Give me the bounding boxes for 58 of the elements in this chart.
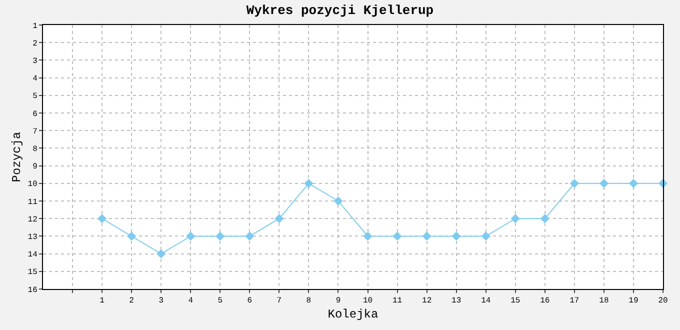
y-tick-label: 1 bbox=[32, 22, 38, 31]
y-tick-label: 11 bbox=[28, 198, 38, 207]
point bbox=[186, 232, 196, 241]
y-tick-label: 9 bbox=[32, 162, 38, 172]
point bbox=[274, 214, 284, 224]
point bbox=[156, 249, 166, 258]
x-tick-label: 7 bbox=[276, 296, 282, 306]
y-tick-label: 2 bbox=[32, 39, 38, 48]
x-tick-label: 13 bbox=[452, 296, 462, 306]
point bbox=[599, 178, 608, 188]
x-tick-label: 3 bbox=[158, 296, 164, 306]
y-axis-title: Pozycja bbox=[10, 132, 24, 182]
x-tick-label: 14 bbox=[481, 296, 491, 306]
point bbox=[570, 178, 579, 188]
point bbox=[304, 178, 314, 188]
x-tick-label: 11 bbox=[392, 296, 402, 306]
point bbox=[628, 178, 638, 188]
x-tick-label: 2 bbox=[129, 296, 134, 306]
y-tick-label: 16 bbox=[28, 286, 38, 295]
y-tick-label: 4 bbox=[32, 74, 38, 84]
point bbox=[363, 232, 372, 241]
y-tick-label: 15 bbox=[28, 268, 38, 278]
point bbox=[98, 214, 107, 224]
x-tick-label: 18 bbox=[599, 296, 609, 306]
x-tick-label: 5 bbox=[218, 296, 223, 306]
x-tick-label: 10 bbox=[362, 296, 373, 306]
point bbox=[392, 232, 402, 241]
x-tick-label: 12 bbox=[422, 296, 432, 306]
y-tick-label: 7 bbox=[32, 127, 38, 136]
x-tick-label: 16 bbox=[540, 296, 550, 306]
x-tick-label: 8 bbox=[306, 296, 312, 306]
x-tick-label: 17 bbox=[570, 296, 580, 306]
point bbox=[216, 232, 225, 241]
x-axis-title: Kolejka bbox=[328, 308, 378, 322]
y-tick-label: 14 bbox=[28, 250, 38, 260]
x-tick-label: 20 bbox=[658, 296, 668, 306]
point bbox=[510, 214, 520, 224]
x-tick-label: 15 bbox=[510, 296, 520, 306]
point bbox=[245, 232, 254, 241]
point bbox=[334, 196, 343, 206]
point bbox=[481, 232, 490, 241]
y-tick-label: 13 bbox=[28, 233, 38, 242]
x-tick-label: 4 bbox=[188, 296, 194, 306]
y-tick-label: 3 bbox=[32, 57, 38, 66]
y-tick-label: 8 bbox=[32, 145, 38, 154]
y-tick-label: 6 bbox=[32, 110, 38, 119]
y-tick-label: 12 bbox=[28, 215, 38, 224]
x-tick-label: 9 bbox=[336, 296, 341, 306]
x-tick-label: 1 bbox=[100, 296, 105, 306]
y-tick-label: 5 bbox=[32, 92, 38, 102]
point bbox=[540, 214, 550, 224]
point bbox=[422, 232, 432, 241]
y-tick-label: 10 bbox=[28, 180, 38, 190]
point bbox=[127, 232, 136, 241]
point bbox=[452, 232, 461, 241]
x-tick-label: 6 bbox=[247, 296, 252, 306]
chart-title: Wykres pozycji Kjellerup bbox=[246, 3, 434, 18]
x-tick-label: 19 bbox=[628, 296, 638, 306]
